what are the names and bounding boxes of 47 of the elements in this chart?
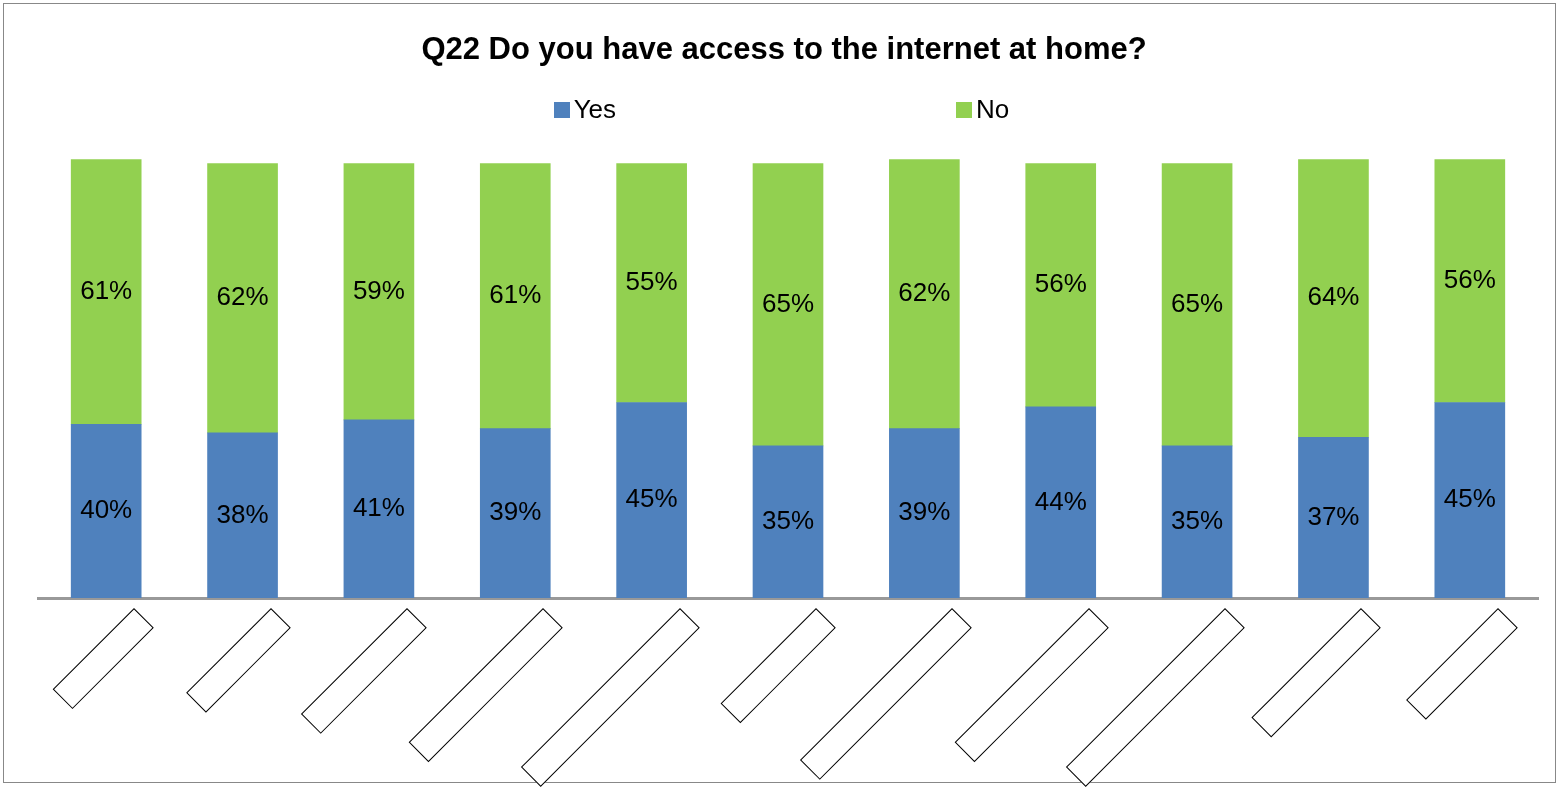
- bar: [1161, 163, 1233, 447]
- data-label: 61%: [80, 274, 133, 305]
- bar: [752, 445, 824, 598]
- data-label: 39%: [489, 496, 542, 527]
- data-label: 39%: [898, 496, 951, 527]
- bar: [207, 432, 278, 598]
- bar: [343, 419, 415, 598]
- bar: [616, 402, 687, 598]
- bar: [70, 423, 142, 598]
- bar: [207, 163, 278, 434]
- data-label: 41%: [352, 492, 405, 523]
- bar: [70, 159, 142, 425]
- legend-label: Yes: [573, 94, 617, 125]
- bar: [752, 163, 824, 447]
- data-label: 35%: [1171, 505, 1224, 536]
- data-label: 64%: [1307, 281, 1360, 312]
- data-label: 56%: [1034, 268, 1087, 299]
- data-label: 61%: [489, 279, 542, 310]
- data-label: 37%: [1307, 500, 1360, 531]
- bar: [343, 163, 415, 421]
- data-label: 62%: [216, 281, 269, 312]
- data-label: 62%: [898, 277, 951, 308]
- data-label: 65%: [761, 287, 815, 318]
- bar: [889, 428, 960, 598]
- data-label: 35%: [761, 505, 815, 536]
- legend-label: No: [976, 94, 1010, 125]
- bar: [1025, 406, 1097, 598]
- bar: [1434, 402, 1506, 598]
- bar: [889, 159, 960, 429]
- data-label: 38%: [216, 498, 269, 529]
- bar: [1298, 436, 1369, 598]
- data-label: 44%: [1034, 485, 1087, 516]
- bar: [479, 428, 551, 598]
- bar: [1298, 159, 1369, 438]
- data-label: 65%: [1171, 287, 1224, 318]
- data-label: 55%: [625, 266, 678, 297]
- data-label: 45%: [1443, 483, 1496, 514]
- bar: [616, 163, 687, 403]
- bar: [479, 163, 551, 429]
- bar: [1434, 159, 1506, 403]
- chart-title: Q22 Do you have access to the internet at home?: [421, 31, 1147, 67]
- data-label: 40%: [80, 494, 133, 525]
- data-label: 56%: [1443, 264, 1496, 295]
- data-label: 45%: [625, 483, 678, 514]
- data-label: 59%: [352, 274, 405, 305]
- bar: [1161, 445, 1233, 598]
- bar: [1025, 163, 1097, 408]
